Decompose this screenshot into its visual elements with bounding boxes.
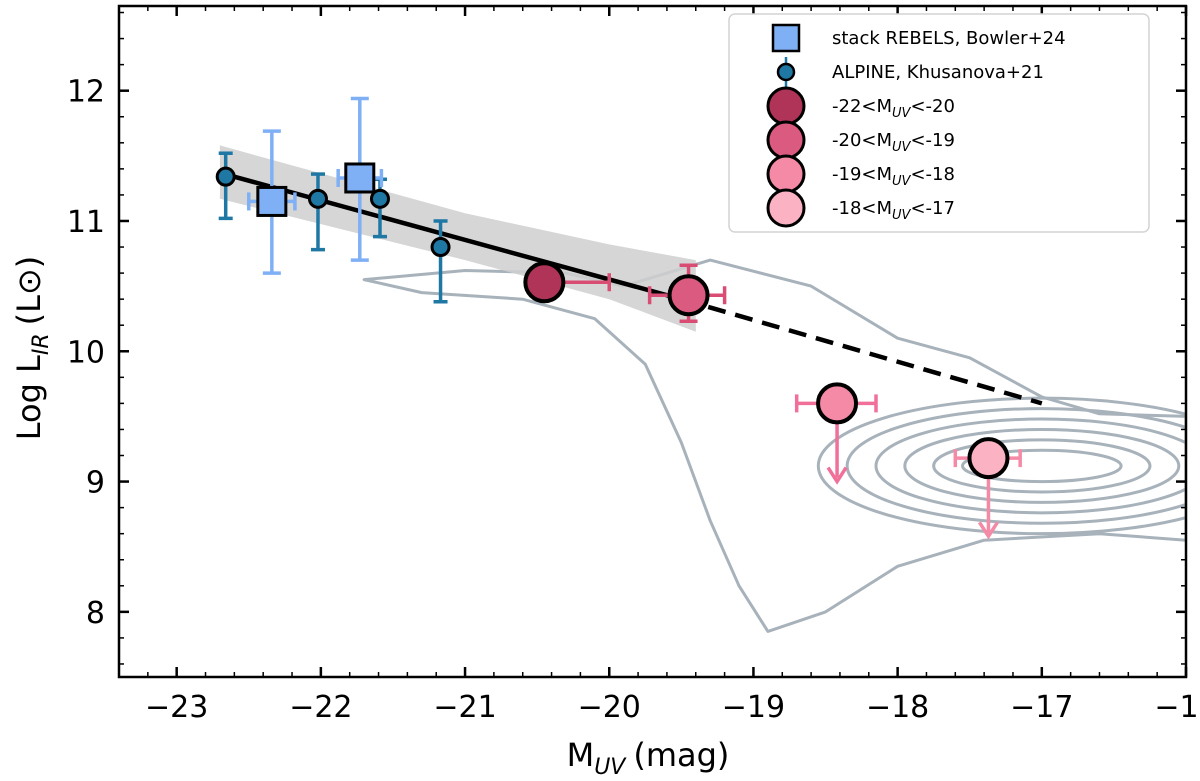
legend-label-bin4-sub: UV	[892, 208, 912, 223]
legend-marker-bin2	[766, 120, 806, 160]
y-tick-label-2: 10	[67, 335, 105, 370]
legend-label-bin1-pre: -22<M	[832, 96, 892, 117]
series-4-point-0-marker	[816, 382, 859, 425]
y-axis-title-subscript: IR	[29, 333, 54, 355]
x-axis-title: MUV (mag)	[567, 736, 730, 780]
legend-label-bin3-pre: -19<M	[832, 164, 892, 185]
y-tick-label-0: 8	[86, 596, 105, 631]
series-5-point-0-marker	[967, 437, 1010, 480]
series-0	[215, 151, 451, 304]
y-axis-title-unit: (L⊙)	[10, 256, 48, 326]
legend-label-bin4-tail: <-17	[910, 198, 954, 219]
axes: −23 −22 −21 −20 −19 −18 −17 −16 8 9 10 11 12	[67, 4, 1200, 725]
y-axis-title: Log LIR (L⊙)	[10, 256, 54, 441]
legend-label-bin2-tail: <-19	[910, 130, 954, 151]
legend-label-bin1-sub: UV	[892, 106, 912, 121]
density-contour-4	[874, 417, 1186, 515]
density-contour-1	[961, 448, 1123, 484]
legend-label-bin4-pre: -18<M	[832, 198, 892, 219]
density-contour-outer	[362, 258, 1186, 633]
density-contour-2	[932, 438, 1152, 494]
legend-marker-bin3	[766, 154, 806, 194]
legend-label-bin2: -20<MUV<-19	[832, 130, 955, 155]
density-contour-3	[903, 427, 1181, 504]
x-axis-title-subscript: UV	[594, 755, 627, 780]
series-3	[647, 263, 727, 324]
density-contour-6	[816, 396, 1186, 536]
legend-label-rebels: stack REBELS, Bowler+24	[832, 28, 1066, 49]
legend-marker-bin4	[766, 188, 806, 228]
y-tick-label-4: 12	[67, 75, 105, 110]
fit-line-extrapolation	[680, 296, 1043, 406]
x-axis-title-main: M	[567, 736, 595, 774]
axes-frame	[117, 4, 1188, 679]
legend-label-bin1-tail: <-20	[910, 96, 954, 117]
series-4	[794, 382, 878, 485]
legend-label-bin1: -22<MUV<-20	[832, 96, 955, 121]
series-1	[247, 96, 384, 275]
legend-label-bin2-sub: UV	[892, 140, 912, 155]
legend-label-bin2-pre: -20<M	[832, 130, 892, 151]
legend-label-bin3: -19<MUV<-18	[832, 164, 955, 189]
series-1-point-0-marker	[256, 185, 288, 217]
series-0-point-1-marker	[307, 188, 328, 209]
legend-box	[728, 13, 1150, 233]
y-axis-title-prefix: Log L	[10, 355, 48, 440]
x-tick-label-1: −22	[289, 690, 352, 725]
legend-label-bin3-tail: <-18	[910, 164, 954, 185]
series-2	[523, 261, 611, 304]
x-tick-label-3: −20	[578, 690, 641, 725]
x-tick-label-6: −17	[1010, 690, 1073, 725]
legend: stack REBELS, Bowler+24 ALPINE, Khusanov…	[728, 13, 1150, 233]
x-tick-label-5: −18	[866, 690, 929, 725]
x-axis-title-unit: (mag)	[633, 736, 729, 774]
series-0-point-0-marker	[215, 166, 236, 187]
legend-marker-alpine	[776, 62, 796, 82]
x-tick-label-7: −16	[1154, 690, 1200, 725]
legend-label-alpine: ALPINE, Khusanova+21	[832, 62, 1044, 83]
series-5	[953, 437, 1022, 540]
plot-clipped-group	[215, 96, 1186, 633]
legend-marker-bin1	[766, 86, 806, 126]
fit-line	[219, 170, 682, 302]
x-tick-label-2: −21	[433, 690, 496, 725]
y-tick-label-3: 11	[67, 205, 105, 240]
series-4-point-0-upper-limit-arrowhead	[826, 466, 848, 485]
x-tick-label-0: −23	[145, 690, 208, 725]
series-1-point-1-marker	[344, 162, 376, 194]
x-tick-label-4: −19	[722, 690, 785, 725]
series-2-point-0-marker	[523, 261, 566, 304]
density-contour-5	[845, 407, 1186, 525]
legend-marker-rebels	[771, 23, 801, 53]
plot-area	[215, 96, 1186, 633]
series-5-point-0-upper-limit-arrowhead	[977, 521, 999, 540]
y-tick-label-1: 9	[86, 466, 105, 501]
legend-label-bin3-sub: UV	[892, 174, 912, 189]
series-0-point-2-marker	[369, 188, 390, 209]
series-3-point-0-marker	[667, 274, 710, 317]
series-0-point-3-marker	[430, 237, 451, 258]
legend-label-bin4: -18<MUV<-17	[832, 198, 955, 223]
